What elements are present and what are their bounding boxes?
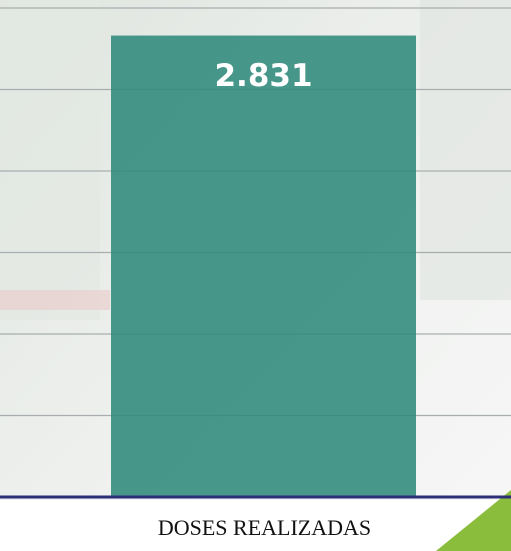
background-photo — [420, 0, 511, 300]
x-tick-label: DOSES REALIZADAS — [158, 515, 371, 540]
footer-band — [0, 500, 511, 551]
decoration-triangle — [436, 490, 511, 551]
bar — [111, 35, 416, 498]
value-label: 2.831 — [214, 58, 312, 94]
background-photo — [0, 0, 100, 320]
background-photo — [0, 290, 110, 310]
